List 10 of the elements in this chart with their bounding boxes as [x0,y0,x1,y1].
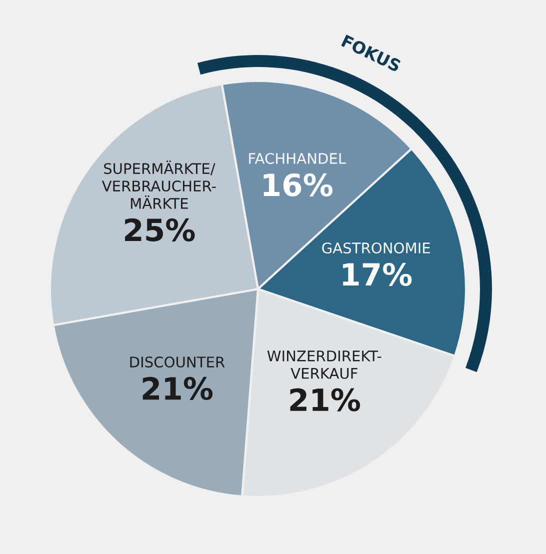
data-label: 17% [342,262,412,286]
data-label: 16% [264,173,332,196]
data-label: 25% [125,218,195,242]
data-label: 21% [142,376,213,400]
slice-label: SUPERMÄRKTE/ VERBRAUCHER- MÄRKTE [102,160,216,209]
slice-label: GASTRONOMIE [322,242,430,254]
slice-label: DISCOUNTER [130,356,225,368]
data-label: 21% [290,388,360,412]
slice-label: FACHHANDEL [249,152,346,164]
slice-label: WINZERDIREKT- VERKAUF [267,350,382,379]
